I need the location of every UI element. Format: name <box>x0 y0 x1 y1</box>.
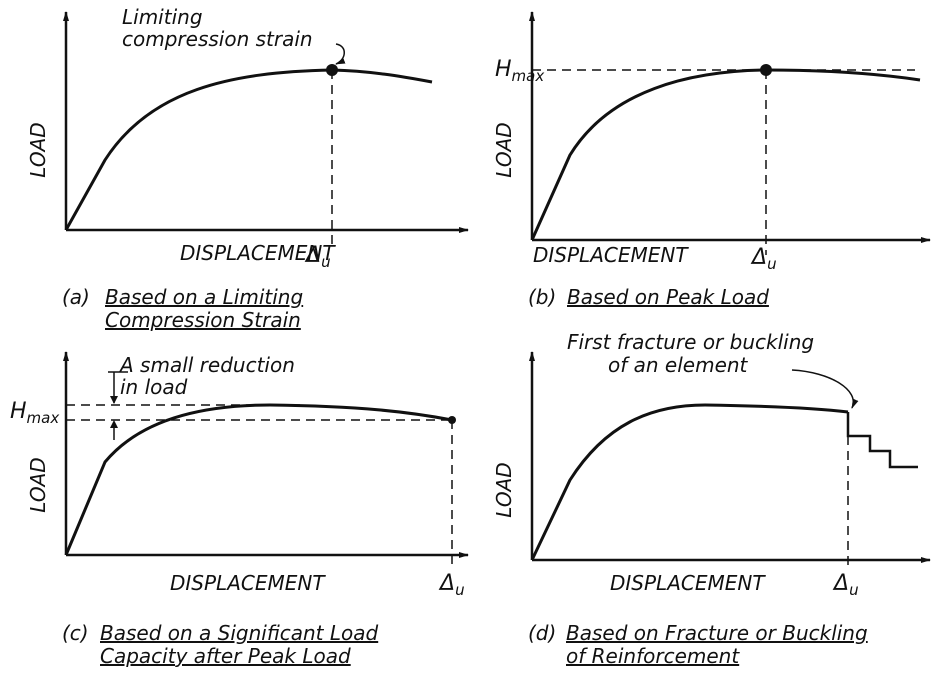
limit-label: Δu <box>304 243 331 271</box>
limit-label-symbol: Δ <box>832 571 849 596</box>
peak-label-symbol: H <box>10 399 27 424</box>
peak-label-symbol: H <box>495 57 512 82</box>
caption-line: Based on Peak Load <box>567 285 769 309</box>
y-axis-label: LOAD <box>26 122 50 177</box>
annotation-arrow <box>335 43 346 65</box>
caption-line: Capacity after Peak Load <box>100 644 351 668</box>
limit-label-subscript: u <box>767 255 777 273</box>
limit-label: Δu <box>832 571 859 599</box>
peak-label: Hmax <box>495 57 544 85</box>
limit-label-symbol: Δ <box>304 243 321 268</box>
x-axis-label: DISPLACEMENT <box>180 241 336 265</box>
peak-label: Hmax <box>10 399 59 427</box>
limit-point <box>326 64 338 76</box>
limit-label-subscript: u <box>455 581 465 599</box>
caption-line: Based on a Significant Load <box>100 621 378 645</box>
peak-label-subscript: max <box>27 409 60 427</box>
limit-point <box>760 64 772 76</box>
caption-tag: (d) <box>528 621 556 645</box>
annotation-arrow <box>791 369 859 409</box>
curve <box>530 403 849 561</box>
limit-label-subscript: u <box>849 581 859 599</box>
dimension-arrows <box>110 396 118 428</box>
x-axis-label: DISPLACEMENT <box>610 571 766 595</box>
curve <box>64 68 433 231</box>
annotation: A small reduction <box>118 353 295 377</box>
annotation: First fracture or buckling <box>567 330 814 354</box>
peak-line <box>66 404 453 570</box>
caption-line: of Reinforcement <box>566 644 740 668</box>
peak-line <box>532 69 915 255</box>
caption-line: Based on Fracture or Buckling <box>566 621 868 645</box>
limit-label: Δu <box>438 571 465 599</box>
curve <box>530 68 921 241</box>
y-axis-label: LOAD <box>492 122 516 177</box>
limit-label-symbol: Δ <box>750 245 767 270</box>
limit-label-symbol: Δ <box>438 571 455 596</box>
y-axis-label: LOAD <box>492 462 516 517</box>
caption-tag: (c) <box>62 621 89 645</box>
limit-label-subscript: u <box>321 253 331 271</box>
annotation: in load <box>120 375 188 399</box>
annotation: of an element <box>608 353 749 377</box>
caption-line: Compression Strain <box>105 308 301 332</box>
peak-label-subscript: max <box>512 67 545 85</box>
caption-tag: (a) <box>62 285 90 309</box>
annotation: Limiting <box>122 5 203 29</box>
caption-line: Based on a Limiting <box>105 285 303 309</box>
y-axis-label: LOAD <box>26 457 50 512</box>
x-axis-label: DISPLACEMENT <box>533 243 689 267</box>
limit-label: Δu <box>750 245 777 273</box>
annotation: compression strain <box>122 27 313 51</box>
limit-point <box>448 416 456 424</box>
caption-tag: (b) <box>528 285 556 309</box>
curve <box>64 403 453 556</box>
x-axis-label: DISPLACEMENT <box>170 571 326 595</box>
post-fracture <box>846 412 918 469</box>
